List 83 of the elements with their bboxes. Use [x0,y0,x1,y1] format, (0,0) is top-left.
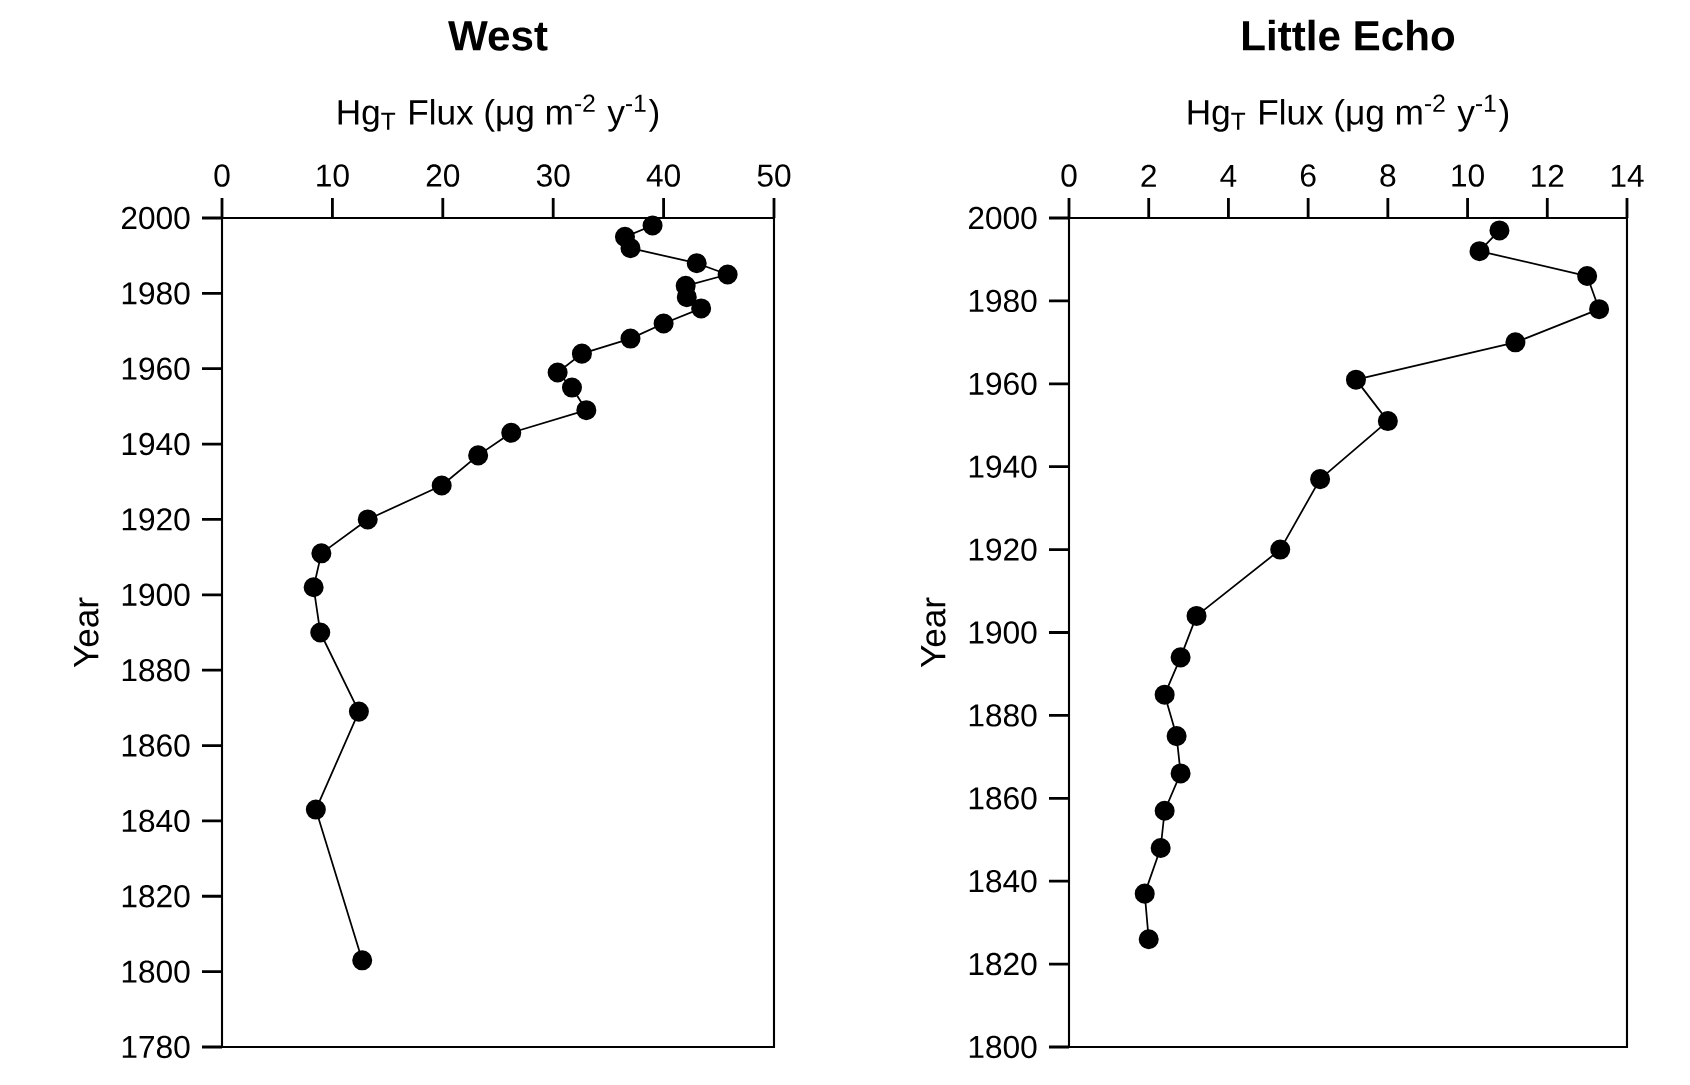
y-tick-label: 2000 [968,206,1037,230]
point [676,287,697,308]
x-tick-label: 0 [1061,164,1077,187]
point [1377,411,1398,432]
point [310,622,331,643]
y-axis-title: Year [921,597,946,668]
point [305,799,326,820]
point [1170,647,1191,668]
x-tick-label: 12 [1532,164,1564,187]
point [547,362,568,383]
y-tick-label: 1880 [969,704,1037,727]
point [1154,800,1175,821]
x-tick-label: 50 [757,164,791,187]
y-tick-label: 1780 [122,1035,190,1059]
chart-title: Little Echo [1243,19,1455,51]
point [653,313,674,334]
point [571,343,592,364]
x-axis-title: Hg$_{T}$ Flux (μg m$^{-2}$ y$^{-1}$) [1188,94,1509,132]
point [311,543,332,564]
point [620,328,641,349]
point [1345,369,1366,390]
point [431,475,452,496]
point [357,509,378,530]
point [1166,726,1187,747]
y-tick-label: 1940 [969,455,1037,478]
x-tick-label: 30 [536,164,570,187]
x-tick-label: 8 [1380,164,1396,187]
y-tick-label: 1940 [122,432,190,456]
point [1469,241,1490,262]
point [303,577,324,598]
y-tick-label: 1800 [969,1035,1037,1059]
x-tick-label: 2 [1141,164,1156,187]
y-tick-label: 1820 [122,885,190,908]
y-tick-label: 1900 [122,583,190,607]
point [1489,220,1510,241]
point [1154,684,1175,705]
y-tick-label: 1960 [969,372,1037,396]
point [686,253,707,274]
y-tick-label: 1880 [122,658,190,682]
point [1186,605,1207,626]
y-tick-label: 1860 [122,734,190,757]
point [348,701,369,722]
point [717,264,738,285]
point [1150,838,1171,859]
point [561,377,582,398]
point [468,445,489,466]
x-tick-label: 10 [317,164,349,187]
point [1310,469,1331,490]
point [1577,266,1598,287]
point [352,950,373,971]
point [1138,929,1159,950]
x-tick-label: 6 [1300,164,1316,187]
point [1505,332,1526,353]
x-tick-label: 40 [646,164,680,187]
y-tick-label: 1840 [969,869,1037,893]
point [1170,763,1191,784]
y-tick-label: 1920 [969,538,1037,561]
x-tick-label: 4 [1220,164,1237,187]
y-tick-label: 1840 [122,809,190,833]
point [620,238,641,259]
point [576,400,597,421]
y-tick-label: 1980 [969,289,1037,313]
point [501,422,522,443]
x-tick-label: 0 [214,164,230,187]
x-tick-label: 20 [426,164,460,187]
y-tick-label: 1860 [969,787,1037,810]
y-tick-label: 2000 [121,206,190,230]
point [642,215,663,236]
point [691,298,712,319]
point [1589,299,1610,320]
y-tick-label: 1800 [122,960,190,983]
y-tick-label: 1980 [122,282,190,305]
x-axis-title: Hg$_{T}$ Flux (μg m$^{-2}$ y$^{-1}$) [338,94,659,132]
y-tick-label: 1900 [969,621,1037,644]
chart-title: West [448,21,548,51]
x-tick-label: 14 [1611,164,1644,187]
y-tick-label: 1920 [122,508,190,531]
point [1270,539,1291,560]
x-tick-label: 10 [1452,164,1484,187]
y-tick-label: 1820 [969,952,1037,976]
y-axis-title: Year [74,597,99,668]
point [1134,883,1155,904]
y-tick-label: 1960 [122,357,190,380]
